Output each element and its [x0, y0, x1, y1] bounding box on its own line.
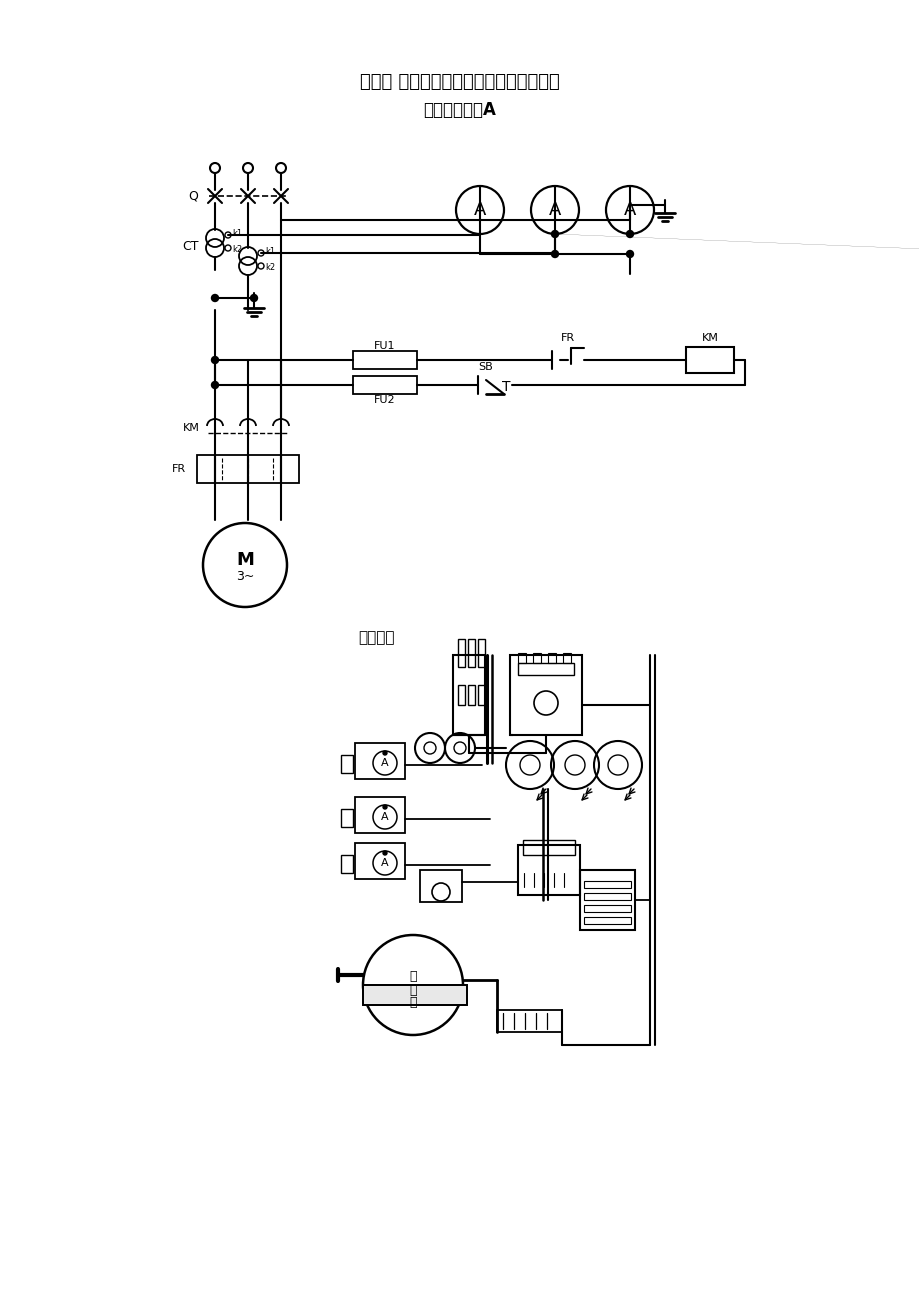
Bar: [341, 755, 353, 773]
Circle shape: [382, 751, 387, 755]
Bar: [478, 685, 484, 704]
Bar: [584, 893, 630, 900]
Bar: [517, 845, 579, 894]
Text: k2: k2: [265, 263, 275, 272]
Text: 动: 动: [409, 983, 416, 996]
Bar: [363, 986, 467, 1005]
Circle shape: [211, 357, 219, 363]
Text: 模块五 深圳市电工安全技术实训项目汇编: 模块五 深圳市电工安全技术实训项目汇编: [359, 73, 560, 91]
Text: A: A: [380, 812, 389, 822]
Text: A: A: [380, 758, 389, 768]
Bar: [355, 797, 404, 833]
Bar: [353, 376, 416, 395]
Bar: [509, 655, 582, 736]
Bar: [363, 986, 467, 1005]
Bar: [548, 654, 555, 663]
Text: SB: SB: [478, 362, 493, 372]
Text: k2: k2: [232, 245, 242, 254]
Text: CT: CT: [183, 240, 199, 253]
Bar: [562, 654, 571, 663]
Circle shape: [250, 294, 257, 302]
Text: FU2: FU2: [374, 395, 395, 405]
Text: KM: KM: [701, 333, 718, 342]
Bar: [341, 809, 353, 827]
Text: A: A: [549, 201, 561, 219]
Circle shape: [382, 805, 387, 809]
Bar: [517, 663, 573, 674]
Text: 机: 机: [409, 996, 416, 1009]
Text: 电: 电: [409, 970, 416, 983]
Bar: [341, 855, 353, 874]
Circle shape: [382, 852, 387, 855]
Circle shape: [626, 250, 633, 258]
Circle shape: [550, 230, 558, 237]
Text: k1: k1: [232, 229, 242, 238]
Bar: [452, 655, 484, 736]
Text: A: A: [623, 201, 636, 219]
Bar: [458, 639, 464, 667]
Bar: [420, 870, 461, 902]
Bar: [458, 685, 464, 704]
Text: KM: KM: [182, 423, 199, 434]
Bar: [197, 454, 299, 483]
Text: M: M: [236, 551, 254, 569]
Circle shape: [550, 250, 558, 258]
Bar: [478, 639, 484, 667]
Bar: [355, 743, 404, 779]
Text: FR: FR: [561, 333, 574, 342]
Bar: [532, 654, 540, 663]
Bar: [579, 870, 634, 930]
Bar: [517, 654, 526, 663]
Bar: [468, 639, 474, 667]
Text: k1: k1: [265, 247, 275, 256]
Bar: [355, 842, 404, 879]
Bar: [584, 917, 630, 924]
Text: Q: Q: [187, 190, 198, 203]
Circle shape: [626, 230, 633, 237]
Text: FU1: FU1: [374, 341, 395, 352]
Text: 电工安全技术A: 电工安全技术A: [423, 102, 496, 118]
Circle shape: [211, 294, 219, 302]
Bar: [496, 1010, 562, 1032]
Text: T: T: [501, 380, 510, 395]
Text: A: A: [473, 201, 485, 219]
Bar: [522, 840, 574, 855]
Bar: [686, 348, 733, 372]
Text: FR: FR: [172, 464, 186, 474]
Bar: [353, 352, 416, 368]
Circle shape: [211, 381, 219, 388]
Bar: [468, 685, 474, 704]
Text: A: A: [380, 858, 389, 868]
Bar: [584, 881, 630, 888]
Text: 3~: 3~: [235, 570, 254, 583]
Text: 接线示意: 接线示意: [357, 630, 394, 646]
Bar: [584, 905, 630, 911]
